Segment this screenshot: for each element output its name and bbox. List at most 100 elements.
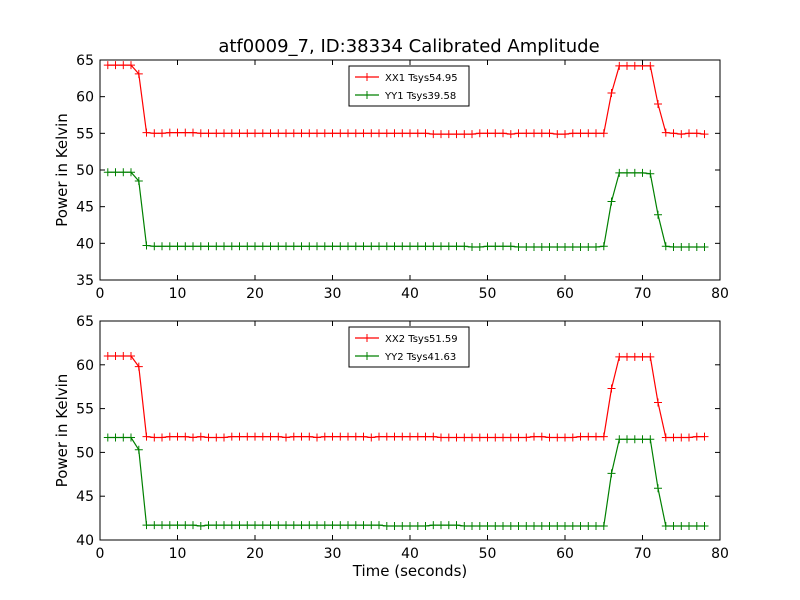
data-point xyxy=(460,522,469,530)
data-point xyxy=(375,242,383,251)
data-point xyxy=(553,243,562,251)
data-point xyxy=(406,129,414,138)
data-point xyxy=(421,129,430,138)
data-point xyxy=(336,129,345,138)
data-point xyxy=(243,521,252,530)
series-1 xyxy=(103,61,709,139)
x-tick-label: 10 xyxy=(169,286,187,302)
data-point xyxy=(320,521,329,530)
data-point xyxy=(181,521,190,530)
series-1 xyxy=(103,352,709,442)
data-point xyxy=(150,433,159,442)
data-point xyxy=(258,242,267,251)
data-point xyxy=(274,432,283,441)
y-tick-label: 60 xyxy=(76,90,94,106)
data-point xyxy=(553,522,562,530)
data-point xyxy=(413,242,422,251)
data-point xyxy=(181,242,190,251)
data-point xyxy=(677,130,686,139)
data-point xyxy=(429,242,438,251)
data-point xyxy=(258,521,267,530)
data-point xyxy=(297,432,306,441)
plots-container: 0 10 20 30 40 50 60 70 80 35 40 45 50 55 60 65 Power in … xyxy=(53,53,729,580)
data-point xyxy=(111,352,120,360)
data-point xyxy=(491,522,500,530)
x-tick-label: 30 xyxy=(324,546,342,562)
data-point xyxy=(483,242,492,251)
x-tick-label: 30 xyxy=(324,286,342,302)
data-point xyxy=(646,352,655,361)
legend-label: YY1 Tsys39.58 xyxy=(384,91,456,102)
legend-box xyxy=(348,326,470,368)
data-point xyxy=(165,242,174,251)
data-point xyxy=(514,433,523,442)
x-tick-label: 10 xyxy=(169,546,187,562)
data-point xyxy=(344,432,352,441)
data-point xyxy=(382,432,391,441)
data-point xyxy=(189,521,197,530)
data-point xyxy=(282,242,290,251)
data-point xyxy=(421,522,430,530)
data-point xyxy=(134,362,143,371)
x-tick-label: 60 xyxy=(556,546,574,562)
data-point xyxy=(692,243,701,251)
data-point xyxy=(483,129,492,138)
data-point xyxy=(390,522,399,530)
data-point xyxy=(243,129,252,138)
data-point xyxy=(367,129,376,138)
data-point xyxy=(522,129,531,138)
data-point xyxy=(530,432,538,441)
data-point xyxy=(328,242,337,251)
data-point xyxy=(444,433,453,442)
data-point xyxy=(599,522,608,530)
data-point xyxy=(483,522,492,530)
data-point xyxy=(638,168,647,177)
data-point xyxy=(654,398,662,407)
data-point xyxy=(561,522,569,530)
data-point xyxy=(599,129,608,138)
data-point xyxy=(173,432,182,441)
data-point xyxy=(452,242,461,251)
data-point xyxy=(127,168,135,177)
legend: XX2 Tsys51.59 YY2 Tsys41.63 xyxy=(348,326,470,368)
data-point xyxy=(599,432,608,441)
data-point xyxy=(390,129,399,138)
data-point xyxy=(576,129,585,138)
data-point xyxy=(437,242,445,251)
data-point xyxy=(111,61,120,70)
x-tick-label: 20 xyxy=(246,546,264,562)
data-point xyxy=(444,521,453,530)
data-point xyxy=(522,522,531,530)
data-point xyxy=(592,243,600,251)
data-point xyxy=(127,352,135,360)
data-point xyxy=(685,129,693,138)
data-point xyxy=(646,435,655,444)
data-point xyxy=(530,129,538,138)
data-point xyxy=(460,433,469,442)
data-point xyxy=(530,243,538,251)
data-point xyxy=(468,130,476,139)
legend-box xyxy=(348,65,470,107)
legend-marker xyxy=(363,352,371,360)
data-point xyxy=(615,435,624,444)
data-point xyxy=(444,242,453,251)
data-point xyxy=(700,522,709,530)
data-point xyxy=(398,129,407,138)
data-point xyxy=(452,433,461,442)
data-point xyxy=(545,129,554,138)
data-point xyxy=(158,433,166,442)
y-tick-label: 65 xyxy=(76,314,94,330)
data-point xyxy=(700,243,709,251)
data-point xyxy=(661,433,670,442)
data-point xyxy=(654,210,662,219)
data-point xyxy=(669,243,678,251)
data-point xyxy=(351,432,360,441)
data-point xyxy=(328,521,337,530)
data-point xyxy=(181,432,190,441)
data-point xyxy=(235,242,244,251)
data-point xyxy=(460,242,469,251)
data-point xyxy=(561,243,569,251)
data-point xyxy=(204,242,213,251)
data-point xyxy=(623,61,631,70)
data-point xyxy=(351,521,360,530)
